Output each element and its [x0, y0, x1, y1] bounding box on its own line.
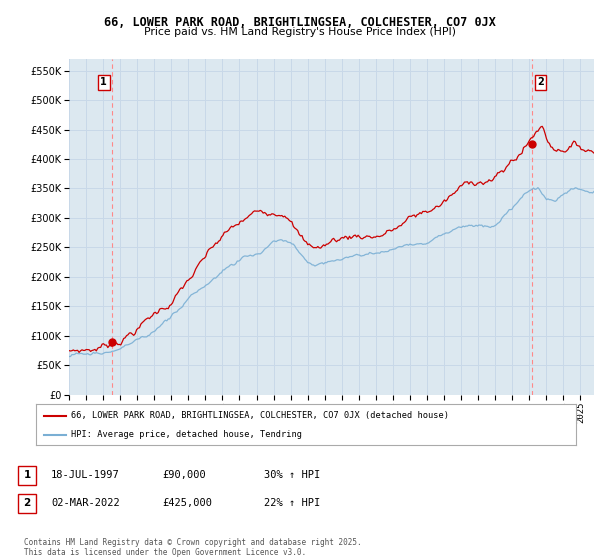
- Text: HPI: Average price, detached house, Tendring: HPI: Average price, detached house, Tend…: [71, 430, 302, 439]
- Text: 1: 1: [100, 77, 107, 87]
- Text: 18-JUL-1997: 18-JUL-1997: [51, 470, 120, 480]
- Text: £425,000: £425,000: [162, 498, 212, 508]
- Text: 66, LOWER PARK ROAD, BRIGHTLINGSEA, COLCHESTER, CO7 0JX: 66, LOWER PARK ROAD, BRIGHTLINGSEA, COLC…: [104, 16, 496, 29]
- Text: 02-MAR-2022: 02-MAR-2022: [51, 498, 120, 508]
- Text: 2: 2: [537, 77, 544, 87]
- Text: 22% ↑ HPI: 22% ↑ HPI: [264, 498, 320, 508]
- Text: Contains HM Land Registry data © Crown copyright and database right 2025.
This d: Contains HM Land Registry data © Crown c…: [24, 538, 362, 557]
- Text: Price paid vs. HM Land Registry's House Price Index (HPI): Price paid vs. HM Land Registry's House …: [144, 27, 456, 37]
- Text: 1: 1: [23, 470, 31, 480]
- Text: 30% ↑ HPI: 30% ↑ HPI: [264, 470, 320, 480]
- Text: £90,000: £90,000: [162, 470, 206, 480]
- Text: 66, LOWER PARK ROAD, BRIGHTLINGSEA, COLCHESTER, CO7 0JX (detached house): 66, LOWER PARK ROAD, BRIGHTLINGSEA, COLC…: [71, 411, 449, 420]
- Text: 2: 2: [23, 498, 31, 508]
